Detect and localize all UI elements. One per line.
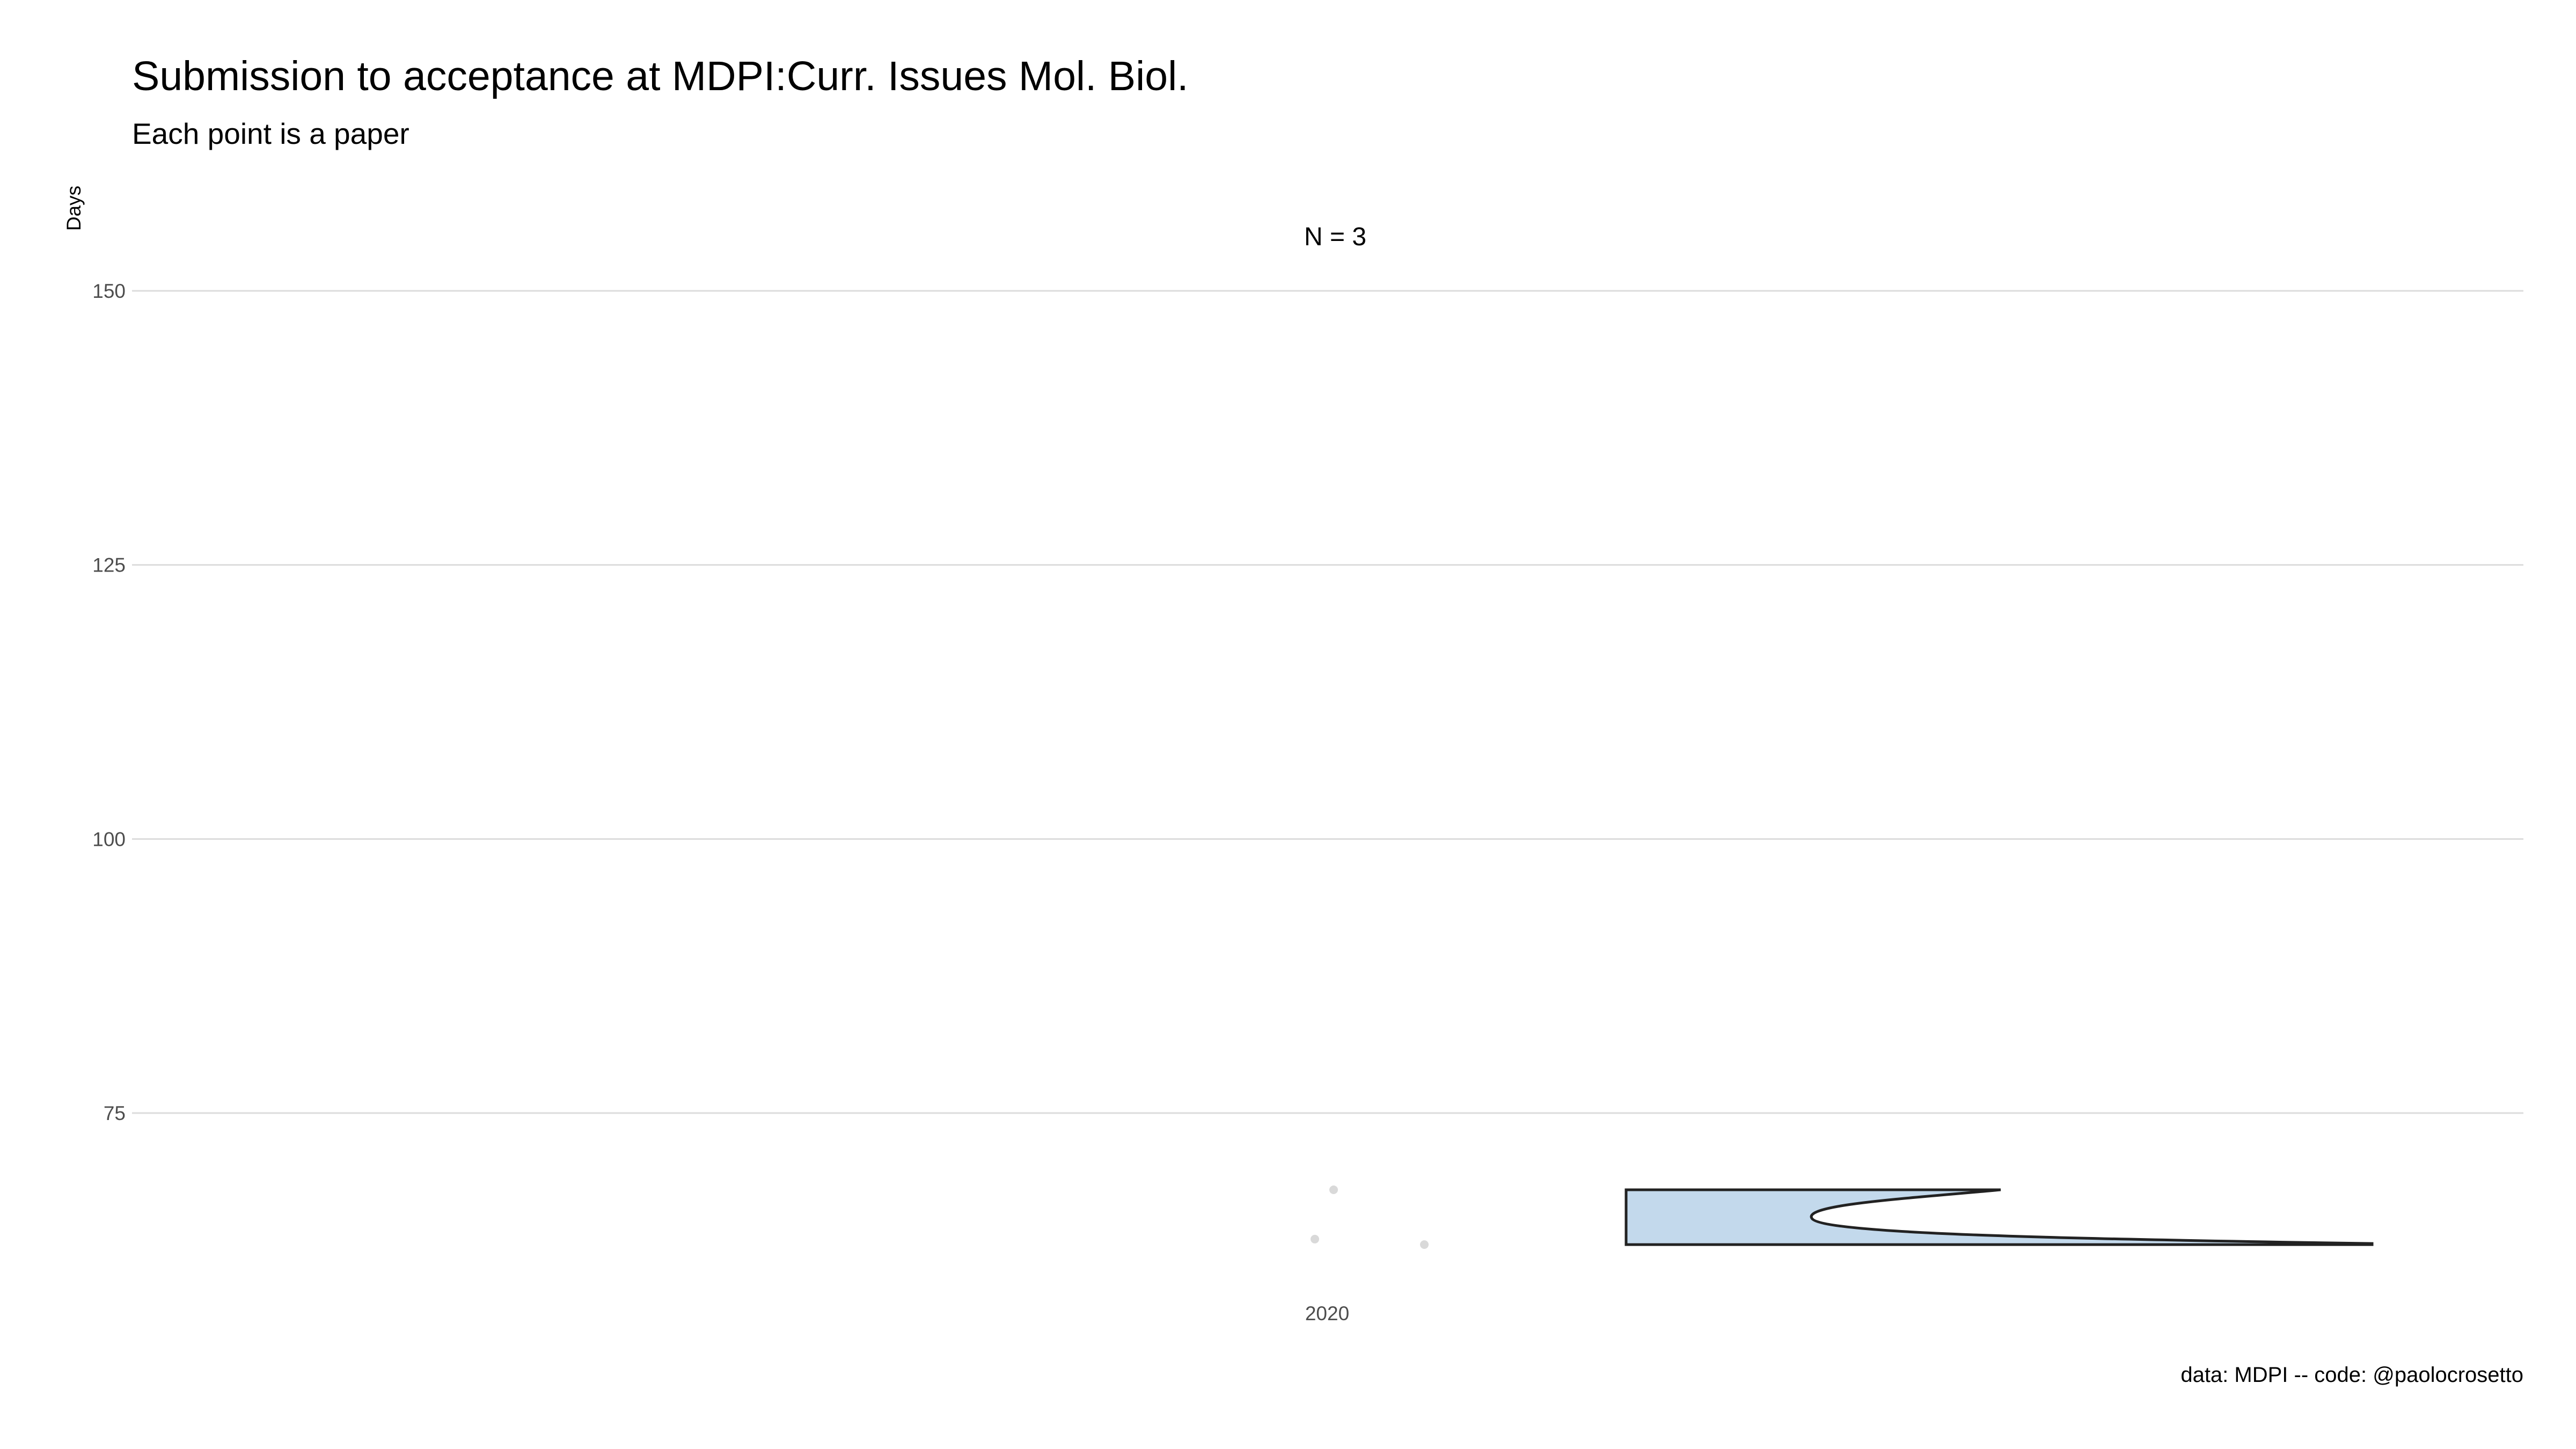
chart-caption: data: MDPI -- code: @paolocrosetto (2180, 1363, 2523, 1387)
grid-lines (132, 290, 2523, 1114)
density-layer (1624, 1188, 2374, 1246)
chart-subtitle: Each point is a paper (132, 117, 409, 150)
facet-label: N = 3 (1304, 223, 1366, 251)
y-tick-label: 100 (92, 828, 126, 850)
data-point (1420, 1240, 1429, 1249)
y-axis-label: Days (63, 186, 85, 231)
y-tick-label: 75 (104, 1102, 126, 1124)
y-tick-label: 150 (92, 280, 126, 302)
data-point (1311, 1234, 1319, 1243)
density-shape (1624, 1188, 2374, 1246)
chart-title: Submission to acceptance at MDPI:Curr. I… (132, 53, 1189, 99)
y-tick-labels: 75 100 125 150 (92, 280, 126, 1124)
point-layer (1311, 1185, 1429, 1249)
x-tick-labels: 2020 (1305, 1302, 1349, 1324)
data-point (1329, 1185, 1338, 1194)
x-tick-label: 2020 (1305, 1302, 1349, 1324)
y-tick-label: 125 (92, 554, 126, 576)
